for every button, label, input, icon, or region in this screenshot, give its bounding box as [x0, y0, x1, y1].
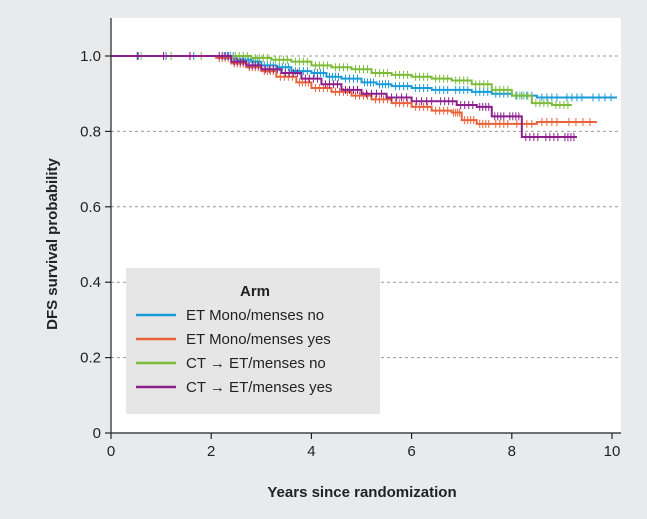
legend-title: Arm	[240, 283, 270, 300]
x-tick-label-0: 0	[107, 443, 115, 460]
legend-items: ET Mono/menses no ET Mono/menses yes CT → …	[136, 307, 332, 396]
series-1-step-line	[111, 55, 618, 99]
series-3-step-line	[111, 55, 572, 107]
x-tick-label-5: 10	[604, 443, 621, 460]
y-tick-label-1: 0.2	[80, 350, 101, 367]
series-4-step-line	[111, 55, 577, 139]
y-tick-label-4: 0.8	[80, 123, 101, 140]
y-axis-title: DFS survival probability	[44, 157, 61, 329]
legend: Arm ET Mono/menses no ET Mono/menses yes C…	[126, 268, 380, 414]
y-tick-label-0: 0	[93, 425, 101, 442]
y-tick-label-3: 0.6	[80, 199, 101, 216]
series-4	[111, 52, 577, 142]
legend-label-4: CT → ET/menses yes	[186, 379, 332, 396]
x-tick-label-3: 6	[407, 443, 415, 460]
x-axis-title: Years since randomization	[267, 484, 456, 501]
y-tick-label-5: 1.0	[80, 48, 101, 65]
legend-label-1: ET Mono/menses no	[186, 307, 324, 324]
legend-box	[126, 268, 380, 414]
legend-label-2: ET Mono/menses yes	[186, 331, 331, 348]
x-tick-label-1: 2	[207, 443, 215, 460]
survival-curves	[111, 52, 618, 142]
legend-label-3: CT → ET/menses no	[186, 355, 326, 372]
axes: 0 0.2 0.4 0.6 0.8 1.0 0 2 4 6 8 10	[80, 18, 621, 460]
x-tick-label-4: 8	[508, 443, 516, 460]
x-tick-label-2: 4	[307, 443, 315, 460]
series-3	[111, 52, 572, 110]
y-tick-label-2: 0.4	[80, 274, 101, 291]
